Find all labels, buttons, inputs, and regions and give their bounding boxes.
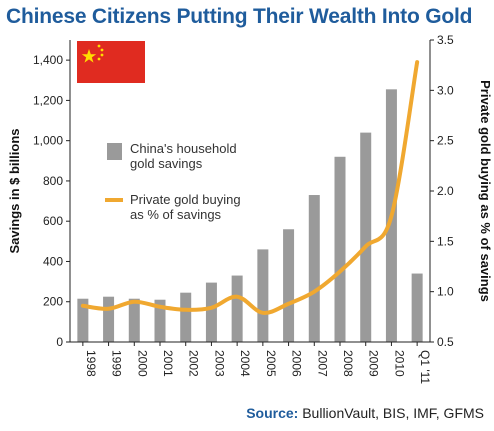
x-ticks: 1998 1999 2000 2001 2002 2003 2004 2005 2006 2007…: [82, 342, 432, 384]
right-tick-label: 0.5: [437, 335, 454, 349]
x-tick-label: 2009: [367, 350, 381, 377]
y-axis-label: Savings in $ billions: [7, 129, 22, 254]
flag-small-star: [100, 48, 104, 52]
chart-title: Chinese Citizens Putting Their Wealth In…: [6, 5, 473, 28]
flag-small-star: [100, 53, 104, 57]
left-tick-label: 0: [56, 335, 63, 349]
left-tick-label: 1,400: [33, 53, 63, 67]
legend: China's household gold savings Private g…: [105, 141, 241, 222]
bar-2000: [128, 298, 140, 342]
private-gold-buying-line: [80, 60, 420, 315]
bar-2004: [231, 275, 243, 342]
left-tick-label: 800: [43, 174, 63, 188]
x-tick-label: 1998: [84, 350, 98, 377]
bar-2002: [180, 292, 192, 342]
legend-line-label-line1: Private gold buying: [130, 192, 241, 207]
source-label: Source:: [246, 405, 299, 421]
flag-large-star: [81, 49, 97, 63]
bar-2007: [308, 195, 320, 342]
flag-small-star: [97, 44, 101, 48]
right-tick-label: 3.5: [437, 33, 454, 47]
left-tick-label: 1,000: [33, 134, 63, 148]
right-tick-label: 2.0: [437, 184, 454, 198]
legend-bar-swatch: [107, 143, 122, 160]
x-tick-label: 2010: [392, 350, 406, 377]
source-note: Source: BullionVault, BIS, IMF, GFMS: [246, 405, 484, 421]
china-flag-icon: [77, 41, 145, 83]
left-tick-label: 400: [43, 254, 63, 268]
bar-1998: [77, 298, 89, 342]
x-tick-label: 2001: [161, 350, 175, 377]
left-ticks: 0 200 400 600 800 1,000 1,200 1,400: [33, 53, 70, 349]
bar-2008: [334, 156, 346, 342]
bar-Q111: [411, 273, 423, 342]
bar-1999: [103, 296, 115, 342]
right-ticks: 0.5 1.0 1.5 2.0 2.5 3.0 3.5: [430, 33, 454, 349]
y2-axis-label: Private gold buying as % of savings: [478, 80, 493, 302]
x-tick-label: 2006: [290, 350, 304, 377]
bar-2009: [360, 132, 372, 342]
x-tick-label: 2004: [238, 350, 252, 377]
x-tick-label: 2007: [315, 350, 329, 377]
x-tick-label: 2003: [212, 350, 226, 377]
bar-2001: [154, 299, 166, 342]
right-tick-label: 3.0: [437, 83, 454, 97]
right-tick-label: 1.5: [437, 234, 454, 248]
bar-2005: [257, 249, 269, 342]
x-tick-label: 2008: [341, 350, 355, 377]
right-tick-label: 1.0: [437, 285, 454, 299]
x-tick-label: 2000: [135, 350, 149, 377]
source-text: BullionVault, BIS, IMF, GFMS: [302, 405, 484, 421]
right-tick-label: 2.5: [437, 134, 454, 148]
left-tick-label: 600: [43, 214, 63, 228]
line-layer: [80, 60, 420, 315]
x-tick-label: 2002: [187, 350, 201, 377]
flag-small-star: [97, 57, 101, 61]
legend-bar-label-line2: gold savings: [130, 156, 203, 171]
x-tick-label: 1999: [110, 350, 124, 377]
legend-line-label-line2: as % of savings: [130, 207, 222, 222]
left-tick-label: 200: [43, 295, 63, 309]
x-tick-label: 2005: [264, 350, 278, 377]
bar-2006: [283, 229, 295, 342]
x-tick-label: Q1 '11: [418, 350, 432, 384]
left-tick-label: 1,200: [33, 93, 63, 107]
legend-bar-label-line1: China's household: [130, 141, 237, 156]
bar-2003: [205, 282, 217, 342]
